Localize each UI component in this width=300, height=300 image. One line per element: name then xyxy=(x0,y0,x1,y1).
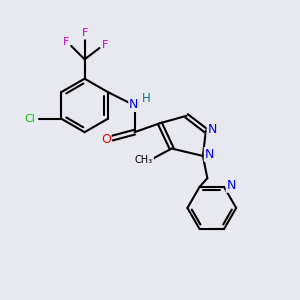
Text: N: N xyxy=(227,179,236,192)
Text: F: F xyxy=(102,40,108,50)
Text: F: F xyxy=(81,28,88,38)
Text: N: N xyxy=(129,98,139,111)
Text: F: F xyxy=(63,38,69,47)
Text: N: N xyxy=(205,148,214,161)
Text: O: O xyxy=(101,133,111,146)
Text: Cl: Cl xyxy=(25,114,36,124)
Text: N: N xyxy=(208,123,217,136)
Text: H: H xyxy=(141,92,150,105)
Text: CH₃: CH₃ xyxy=(135,155,153,165)
